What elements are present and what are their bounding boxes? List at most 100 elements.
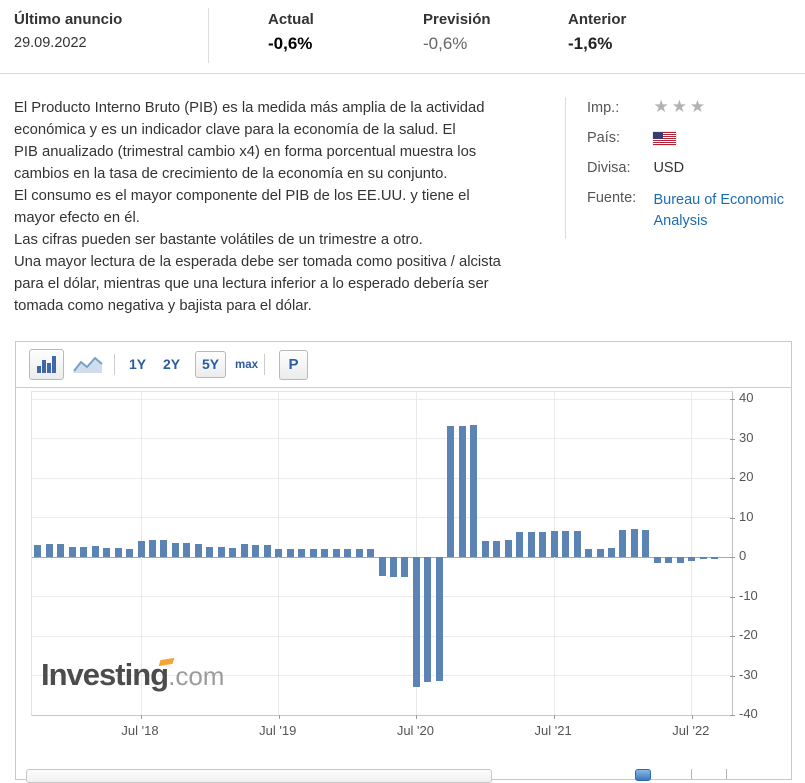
gdp-bar [298,549,306,557]
gdp-bar [688,557,696,561]
gdp-bar [183,543,191,557]
scrollbar-tick [726,769,727,779]
gdp-bar [504,540,512,557]
scrollbar-handle[interactable] [635,769,651,781]
description-line: PIB anualizado (trimestral cambio x4) en… [14,144,477,160]
gridline-v [415,392,417,715]
gdp-bar [630,529,638,557]
gdp-bar [57,544,65,557]
y-axis-label: 30 [739,429,754,445]
gdp-bar [321,548,329,557]
x-axis-label: Jul '20 [396,723,434,738]
y-axis-label: 20 [739,469,754,484]
y-axis-label: -40 [739,706,758,721]
y-axis-tick [730,636,735,637]
currency-label: Divisa: [587,160,631,176]
x-axis-label: Jul '18 [121,723,159,738]
gdp-bar [194,543,202,557]
gdp-bar [160,540,168,557]
bar-chart-view-button[interactable] [29,349,64,380]
gridline-v [691,392,693,715]
gdp-bar [573,530,581,557]
range-max-button[interactable]: max [235,359,259,371]
gridline-h [32,398,732,400]
stat-actual: Actual -0,6% [268,11,314,54]
stat-actual-label: Actual [268,11,314,28]
currency-row: Divisa: USD [587,160,797,178]
bar-chart-icon [37,356,56,373]
gdp-bar [447,426,455,557]
importance-row: Imp.: ★★★ [587,97,797,118]
range-2y-button[interactable]: 2Y [163,356,181,372]
last-announcement-label: Último anuncio [14,11,123,28]
y-axis-label: -30 [739,666,758,682]
gridline-h [32,675,732,676]
period-button[interactable]: P [279,350,308,380]
gdp-bar [103,547,111,557]
source-link[interactable]: Bureau of Economic Analysis [653,192,785,229]
y-axis-tick [730,478,735,479]
source-label: Fuente: [587,190,637,206]
description-line: económica y es un indicador clave para l… [14,122,456,138]
last-announcement-block: Último anuncio 29.09.2022 [14,11,122,51]
gdp-bar [252,544,260,557]
y-axis-label: 10 [739,508,754,524]
gdp-bar [355,548,363,557]
gdp-bar [171,543,179,557]
importance-stars-icon: ★★★ [653,97,709,116]
stat-previous-value: -1,6% [568,34,613,53]
gdp-bar [619,529,627,557]
gdp-bar [458,426,466,557]
gdp-bar [206,546,214,557]
gdp-bar [539,531,547,557]
country-label: País: [587,130,621,146]
currency-value: USD [653,160,685,176]
gdp-bar [699,557,707,560]
bar-chart-plot-area [31,391,735,719]
description-line: Las cifras pueden ser bastante volátiles… [14,232,423,248]
header-divider [208,8,209,63]
gdp-bar [263,544,271,557]
y-axis-tick [730,557,735,558]
range-5y-button[interactable]: 5Y [195,351,226,378]
gdp-bar [493,540,501,557]
description-line: tomada como negativa y bajista para el d… [14,298,312,314]
gdp-bar [114,548,122,557]
line-chart-icon[interactable] [73,355,103,374]
toolbar-divider [264,354,265,375]
gdp-bar [229,548,237,557]
gdp-bar [562,530,570,557]
gdp-bar [367,548,375,557]
y-axis-label: -10 [739,587,758,603]
gdp-bar [435,557,443,682]
scrollbar-track[interactable] [26,769,492,783]
y-axis-tick [730,675,735,677]
y-axis-tick [730,399,735,400]
gdp-bar [527,531,535,557]
stat-actual-value: -0,6% [268,34,313,53]
description-line: para el dólar, mientras que una lectura … [14,276,489,292]
scrollbar-tick [691,769,692,779]
gdp-bar [608,547,615,557]
toolbar-divider [114,354,115,375]
gdp-bar [401,557,409,577]
gdp-bar [80,547,88,557]
y-axis-tick [730,517,735,519]
gridline-h [32,517,732,518]
gdp-bar [596,548,604,557]
description-line: El consumo es el mayor componente del PI… [14,188,470,204]
gdp-bar [45,543,53,557]
range-1y-button[interactable]: 1Y [129,356,147,372]
x-axis-label: Jul '21 [534,723,572,738]
importance-label: Imp.: [587,100,620,116]
gdp-bar [91,545,99,557]
gdp-bar [665,557,673,563]
gdp-bar [137,540,145,557]
info-panel-divider [565,97,566,239]
gdp-bar [344,548,352,557]
country-row: País: [587,130,797,149]
watermark-brand: Investing [41,657,169,692]
y-axis-tick [730,715,735,716]
description-line: mayor efecto en él. [14,210,140,226]
chart-scrollbar [16,767,791,783]
